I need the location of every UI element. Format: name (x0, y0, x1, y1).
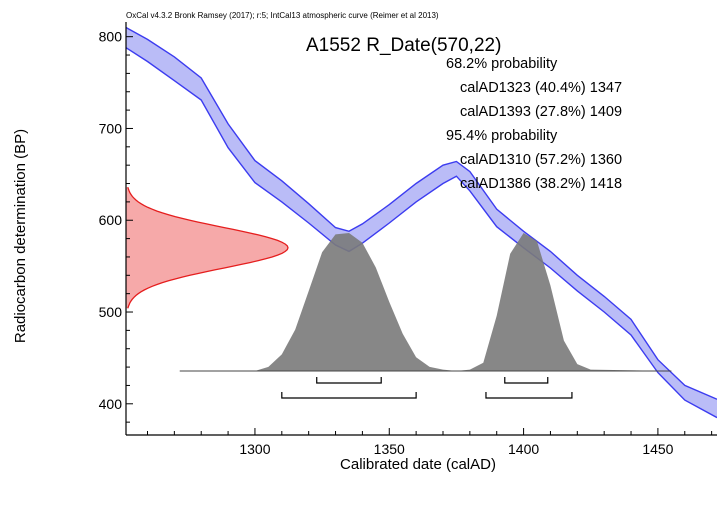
probability-results: 68.2% probability calAD1323 (40.4%) 1347 c… (446, 56, 622, 192)
x-tick-label: 1450 (642, 441, 673, 457)
axes: 1300 1350 1400 1450 400 500 600 700 800 (99, 22, 717, 457)
calibration-curve-band (126, 27, 717, 418)
x-axis-label: Calibrated date (calAD) (340, 456, 496, 473)
probability-heading: 68.2% probability (446, 56, 558, 72)
probability-range: calAD1310 (57.2%) 1360 (460, 152, 622, 168)
y-tick-label: 600 (99, 212, 123, 228)
probability-range: calAD1323 (40.4%) 1347 (460, 80, 622, 96)
calibrated-probability (179, 233, 672, 372)
range-68-bracket (316, 377, 382, 384)
probability-range: calAD1393 (27.8%) 1409 (460, 104, 622, 120)
y-axis-label: Radiocarbon determination (BP) (12, 129, 29, 343)
x-tick-label: 1300 (239, 441, 270, 457)
radiocarbon-probability (126, 186, 289, 309)
range-68-bracket (504, 377, 549, 384)
radiocarbon-distribution-line (127, 186, 289, 309)
y-tick-label: 800 (99, 29, 123, 45)
x-tick-label: 1400 (508, 441, 539, 457)
y-tick-label: 500 (99, 304, 123, 320)
oxcal-credit: OxCal v4.3.2 Bronk Ramsey (2017); r:5; I… (126, 11, 439, 20)
calibrated-distribution-area (179, 233, 672, 371)
range-brackets (281, 377, 573, 399)
radiocarbon-distribution-area (126, 187, 288, 309)
y-tick-label: 700 (99, 120, 123, 136)
probability-heading: 95.4% probability (446, 128, 558, 144)
calibration-curve-lower (125, 47, 717, 419)
y-tick-label: 400 (99, 396, 123, 412)
range-95-bracket (281, 392, 417, 399)
range-95-bracket (485, 392, 573, 399)
x-tick-label: 1350 (374, 441, 405, 457)
probability-range: calAD1386 (38.2%) 1418 (460, 176, 622, 192)
chart-title: A1552 R_Date(570,22) (306, 35, 501, 56)
calibration-curve-upper (125, 26, 717, 400)
calibration-curve (125, 26, 717, 419)
